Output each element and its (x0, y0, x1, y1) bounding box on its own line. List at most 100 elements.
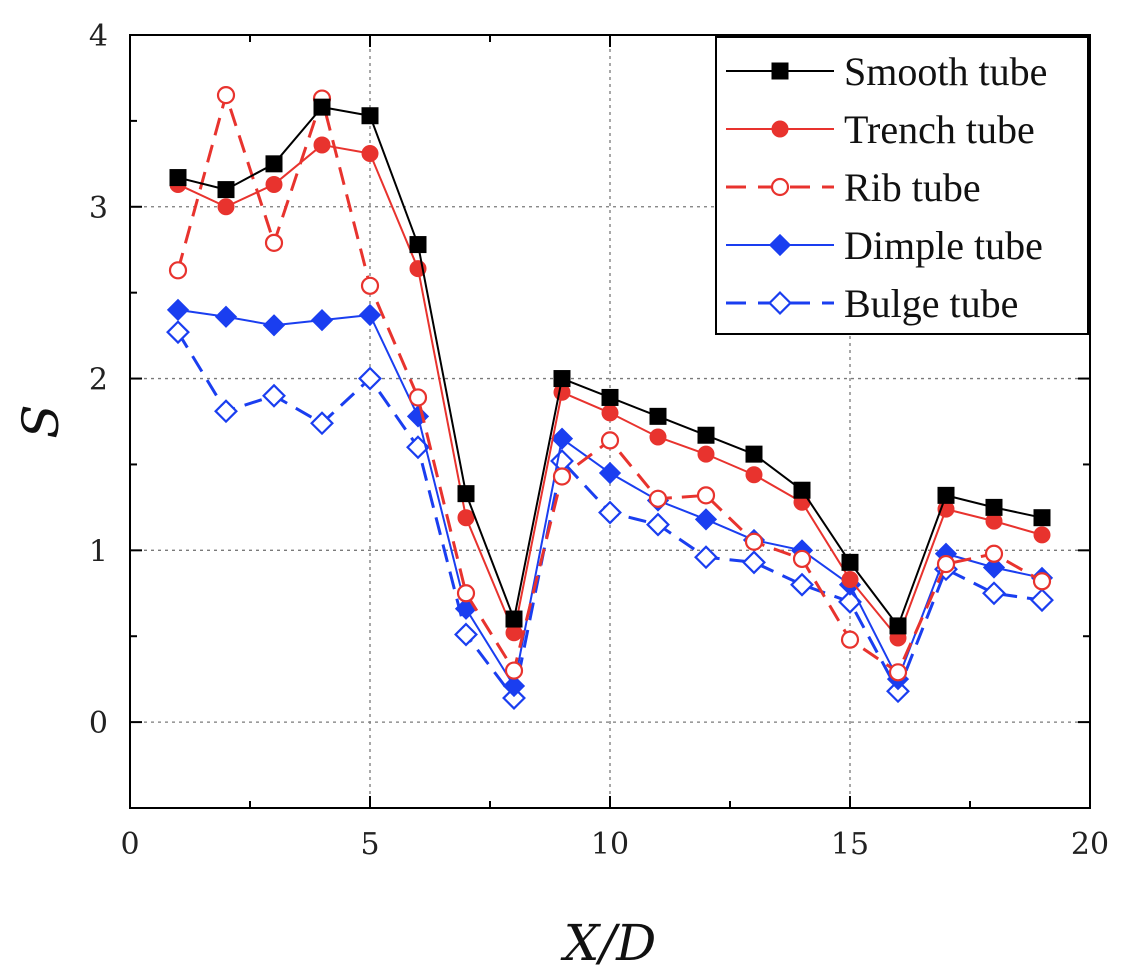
y-tick-label: 0 (89, 706, 108, 741)
marker-smooth-tube (505, 610, 523, 628)
marker-rib-tube (888, 663, 908, 682)
marker-bulge-tube (646, 512, 670, 537)
marker-smooth-tube (649, 407, 667, 425)
marker-rib-tube (1032, 572, 1052, 591)
marker-smooth-tube (601, 388, 619, 406)
marker-bulge-tube (502, 686, 526, 711)
legend: Smooth tube Trench tube Rib tube Dimple tub… (715, 36, 1089, 335)
marker-rib-tube (360, 276, 380, 295)
marker-smooth-tube (265, 155, 283, 173)
x-tick-label: 20 (1071, 827, 1109, 862)
marker-rib-tube (552, 467, 572, 486)
marker-bulge-tube (886, 679, 910, 704)
y-tick-label: 3 (89, 191, 108, 226)
marker-trench-tube (313, 136, 331, 154)
legend-entry-bulge-tube: Bulge tube (726, 281, 1018, 326)
marker-smooth-tube (217, 181, 235, 199)
legend-label: Trench tube (844, 107, 1035, 152)
marker-trench-tube (217, 198, 235, 216)
x-axis-title: X/D (560, 914, 657, 972)
y-tick-label: 2 (89, 363, 108, 398)
marker-bulge-tube (166, 320, 190, 345)
x-tick-label: 10 (591, 827, 629, 862)
legend-label: Dimple tube (844, 223, 1043, 268)
marker-rib-tube (600, 431, 620, 450)
marker-smooth-tube (937, 486, 955, 504)
marker-trench-tube (649, 428, 667, 446)
marker-dimple-tube (358, 303, 382, 327)
marker-bulge-tube (982, 581, 1006, 606)
marker-trench-tube (361, 145, 379, 163)
series-smooth-tube (169, 98, 1051, 635)
marker-rib-tube (770, 177, 790, 197)
x-tick-label: 15 (831, 827, 869, 862)
marker-smooth-tube (553, 370, 571, 388)
marker-rib-tube (792, 549, 812, 569)
axes: 0 5 10 15 20 0 1 2 3 4 X/D S (12, 19, 1109, 972)
marker-bulge-tube (262, 383, 286, 408)
marker-bulge-tube (310, 411, 334, 436)
x-tick-label: 0 (120, 827, 139, 862)
marker-bulge-tube (742, 550, 766, 575)
legend-entry-rib-tube: Rib tube (726, 165, 981, 210)
series-bulge-tube (166, 320, 1054, 711)
marker-trench-tube (265, 175, 283, 193)
marker-smooth-tube (985, 498, 1003, 516)
marker-smooth-tube (169, 169, 187, 187)
marker-dimple-tube (262, 314, 286, 337)
marker-trench-tube (745, 466, 763, 484)
marker-dimple-tube (214, 305, 238, 328)
marker-rib-tube (744, 532, 764, 551)
marker-trench-tube (457, 509, 475, 527)
marker-rib-tube (264, 233, 284, 252)
marker-dimple-tube (166, 298, 190, 321)
marker-smooth-tube (1033, 509, 1051, 527)
marker-bulge-tube (694, 545, 718, 570)
legend-label: Smooth tube (844, 49, 1047, 94)
marker-smooth-tube (409, 236, 427, 254)
marker-trench-tube (841, 571, 859, 589)
series-layer (166, 86, 1054, 711)
marker-rib-tube (504, 661, 524, 680)
y-axis-title: S (12, 404, 70, 438)
marker-rib-tube (840, 630, 860, 649)
marker-smooth-tube (771, 62, 789, 80)
marker-rib-tube (984, 544, 1004, 563)
marker-rib-tube (648, 489, 668, 508)
marker-dimple-tube (694, 508, 718, 531)
marker-dimple-tube (598, 461, 622, 485)
marker-rib-tube (456, 584, 476, 603)
marker-bulge-tube (598, 500, 622, 525)
marker-smooth-tube (457, 485, 475, 503)
marker-trench-tube (1033, 526, 1051, 544)
y-tick-label: 1 (89, 534, 108, 569)
x-tick-label: 5 (360, 827, 379, 862)
marker-bulge-tube (214, 399, 238, 424)
marker-dimple-tube (550, 427, 574, 450)
marker-dimple-tube (310, 309, 334, 332)
marker-bulge-tube (454, 622, 478, 647)
marker-bulge-tube (790, 572, 814, 597)
marker-smooth-tube (841, 553, 859, 571)
marker-rib-tube (696, 486, 716, 505)
legend-entry-trench-tube: Trench tube (726, 107, 1035, 152)
marker-smooth-tube (793, 481, 811, 499)
marker-smooth-tube (313, 98, 331, 116)
marker-trench-tube (601, 404, 619, 422)
legend-label: Bulge tube (844, 281, 1018, 326)
marker-rib-tube (168, 261, 188, 280)
marker-dimple-tube (406, 405, 430, 428)
marker-smooth-tube (745, 445, 763, 463)
marker-bulge-tube (1030, 588, 1054, 613)
marker-dimple-tube (502, 674, 526, 698)
marker-smooth-tube (889, 617, 907, 635)
marker-bulge-tube (768, 291, 792, 315)
marker-smooth-tube (697, 426, 715, 444)
y-tick-label: 4 (89, 19, 108, 54)
marker-trench-tube (771, 120, 789, 138)
legend-label: Rib tube (844, 165, 981, 210)
marker-rib-tube (936, 554, 956, 574)
marker-bulge-tube (358, 366, 382, 391)
